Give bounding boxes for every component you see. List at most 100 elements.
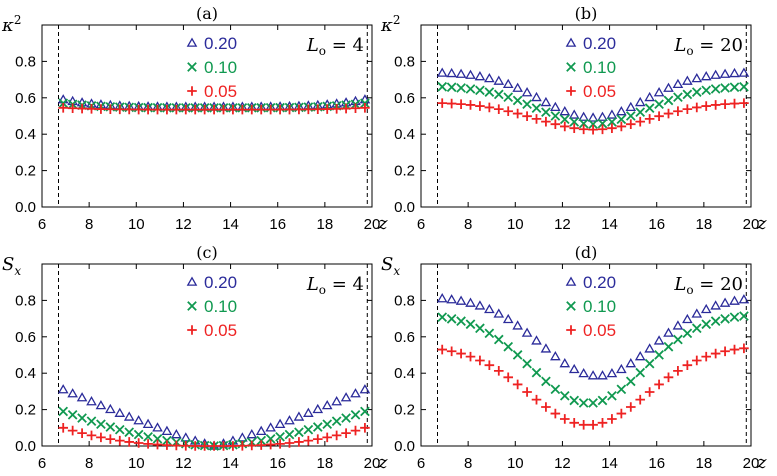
data-point (275, 104, 285, 115)
legend-label: 0.10 (204, 297, 237, 316)
chart-panel-b: 6 8 10 12 14 16 18 20 0.0 0.2 0.4 0.6 0.8 (b) κ2 z Lo = … (380, 4, 767, 234)
data-point (475, 85, 485, 96)
data-point (67, 409, 78, 420)
data-point (437, 81, 448, 92)
series-0.20 (436, 67, 750, 122)
data-point (568, 363, 580, 374)
data-point (729, 312, 740, 323)
data-point (739, 81, 749, 92)
data-point (303, 424, 314, 435)
data-point (550, 408, 561, 419)
x-tick-label: 6 (417, 455, 425, 472)
data-point (616, 384, 627, 395)
data-point (350, 425, 361, 436)
x-tick-label: 16 (269, 216, 286, 233)
data-point (143, 104, 153, 115)
data-point (465, 319, 476, 330)
data-point (531, 367, 542, 378)
data-point (559, 114, 570, 125)
data-point (578, 124, 589, 135)
data-point (105, 104, 116, 115)
data-point (246, 440, 257, 451)
data-point (446, 67, 457, 78)
y-tick-label: 0.0 (15, 438, 36, 455)
series-0.20 (57, 384, 371, 450)
plot-frame (41, 24, 373, 208)
data-point (607, 117, 617, 127)
data-point (565, 37, 577, 47)
data-point (512, 95, 523, 106)
data-point (493, 308, 505, 318)
data-point (634, 96, 646, 107)
data-point (644, 91, 655, 102)
data-point (569, 123, 580, 133)
x-tick-label: 12 (554, 455, 571, 472)
data-point (673, 366, 683, 376)
data-point (162, 104, 172, 115)
data-point (124, 437, 135, 447)
data-point (218, 104, 229, 115)
data-point (446, 314, 457, 324)
data-point (588, 119, 598, 130)
data-point (77, 428, 87, 438)
y-tick-label: 0.2 (15, 402, 36, 419)
series-0.10 (437, 311, 749, 408)
data-point (710, 69, 721, 79)
x-tick-label: 18 (317, 455, 334, 472)
data-point (256, 440, 267, 450)
data-point (691, 102, 702, 113)
data-point (484, 328, 495, 339)
data-point (625, 119, 636, 130)
data-point (710, 316, 721, 326)
data-point (541, 116, 551, 127)
data-point (474, 300, 486, 310)
x-tick-label: 14 (601, 216, 618, 233)
lo-annotation: Lo = 20 (673, 274, 743, 297)
data-point (474, 71, 486, 81)
data-point (456, 83, 466, 93)
data-point (597, 111, 608, 121)
data-point (360, 423, 370, 433)
data-point (284, 429, 295, 440)
data-point (228, 441, 238, 451)
data-point (437, 344, 448, 355)
x-tick-label: 12 (554, 216, 571, 233)
data-point (654, 99, 664, 110)
data-point (587, 112, 599, 122)
data-point (625, 358, 637, 368)
data-point (531, 335, 542, 345)
data-point (493, 89, 504, 100)
data-point (293, 411, 305, 421)
x-tick-label: 20 (743, 216, 760, 233)
y-tick-label: 0.8 (15, 292, 36, 309)
legend-label: 0.05 (583, 321, 616, 340)
data-point (446, 294, 457, 304)
data-point (502, 78, 514, 89)
data-point (275, 431, 285, 442)
data-point (437, 312, 448, 323)
data-point (663, 372, 674, 383)
data-point (503, 92, 514, 103)
data-point (578, 398, 589, 408)
data-point (186, 276, 198, 286)
data-point (673, 334, 683, 345)
data-point (265, 422, 276, 432)
data-point (237, 432, 248, 442)
data-point (218, 441, 229, 451)
data-point (237, 104, 248, 115)
data-point (729, 98, 740, 109)
data-point (484, 102, 495, 113)
legend-entry: 0.20 (565, 34, 616, 53)
data-point (331, 430, 342, 441)
data-point (265, 104, 276, 115)
data-point (123, 411, 135, 421)
y-tick-label: 0.6 (394, 90, 415, 107)
data-point (720, 99, 730, 109)
data-point (566, 62, 576, 72)
data-point (691, 87, 702, 97)
data-point (322, 432, 333, 443)
data-point (341, 413, 351, 423)
y-tick-label: 0.0 (394, 199, 415, 216)
legend-label: 0.20 (583, 34, 616, 53)
